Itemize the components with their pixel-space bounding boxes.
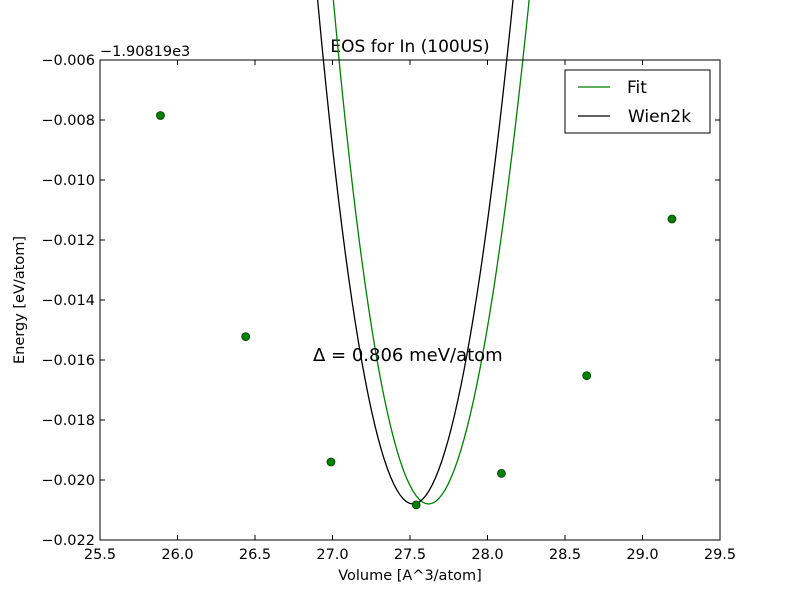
x-tick-label: 27.5 <box>394 547 426 563</box>
y-tick-label: −0.016 <box>41 353 95 369</box>
x-tick-label: 26.5 <box>239 547 271 563</box>
data-point <box>582 371 592 381</box>
legend-wien2k-label: Wien2k <box>628 107 691 127</box>
y-tick-label: −0.018 <box>41 413 95 429</box>
x-tick-label: 28.0 <box>471 547 503 563</box>
delta-annotation: Δ = 0.806 meV/atom <box>313 345 503 366</box>
y-offset-label: −1.90819e3 <box>100 44 190 60</box>
y-tick-label: −0.008 <box>41 113 95 129</box>
y-axis-ticks: −0.022 −0.020 −0.018 −0.016 −0.014 −0.012 −0.0… <box>41 53 720 549</box>
data-point <box>156 111 165 120</box>
legend-fit-label: Fit <box>627 78 647 98</box>
y-tick-label: −0.010 <box>41 173 95 189</box>
data-point <box>497 468 506 478</box>
x-tick-label: 25.5 <box>84 547 116 563</box>
legend: Fit Wien2k <box>564 69 711 134</box>
data-points <box>156 111 677 510</box>
y-tick-label: −0.020 <box>41 473 95 489</box>
y-tick-label: −0.006 <box>41 53 95 69</box>
data-point <box>326 457 336 467</box>
data-point <box>667 214 677 224</box>
y-tick-label: −0.022 <box>41 533 95 549</box>
data-point <box>241 332 251 342</box>
series-line-fit <box>332 0 530 505</box>
x-axis-ticks: 25.5 26.0 26.5 27.0 27.5 28.0 28.5 29.0 29.5 <box>84 60 736 563</box>
y-tick-label: −0.014 <box>41 293 95 309</box>
x-tick-label: 29.0 <box>626 547 658 563</box>
legend-box <box>564 69 711 134</box>
chart-title: EOS for In (100US) <box>330 37 489 57</box>
x-tick-label: 26.0 <box>161 547 193 563</box>
data-point <box>411 500 421 510</box>
y-tick-label: −0.012 <box>41 233 95 249</box>
plot-area: 25.5 26.0 26.5 27.0 27.5 28.0 28.5 29.0 29.5 −0.… <box>41 0 736 563</box>
x-tick-label: 29.5 <box>704 547 736 563</box>
x-axis-label: Volume [A^3/atom] <box>338 568 482 584</box>
x-tick-label: 28.5 <box>549 547 581 563</box>
plot-frame <box>100 60 720 540</box>
x-tick-label: 27.0 <box>316 547 348 563</box>
y-axis-label: Energy [eV/atom] <box>12 236 28 364</box>
